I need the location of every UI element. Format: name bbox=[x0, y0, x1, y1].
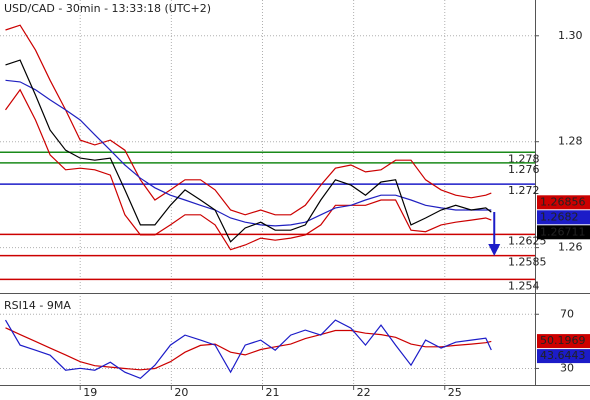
level-label: 1.276 bbox=[508, 163, 540, 176]
price-box bbox=[537, 210, 590, 225]
x-tick-label: 22 bbox=[357, 386, 371, 399]
price-box-label: 1.26856 bbox=[540, 195, 586, 208]
price-box-label: 43.6443 bbox=[540, 349, 586, 362]
series-line bbox=[5, 79, 492, 227]
series-line bbox=[4, 319, 492, 379]
level-label: 1.272 bbox=[508, 184, 540, 197]
y-tick-label: 70 bbox=[560, 307, 574, 320]
x-tick-label: 19 bbox=[83, 386, 97, 399]
chart-title: USD/CAD - 30min - 13:33:18 (UTC+2) bbox=[4, 2, 211, 15]
price-box-label: 50.1969 bbox=[540, 334, 586, 347]
level-label: 1.278 bbox=[508, 152, 540, 165]
series-line bbox=[5, 24, 492, 216]
level-label: 1.2625 bbox=[508, 234, 547, 247]
price-box-label: 1.2682 bbox=[540, 210, 579, 223]
x-tick-label: 21 bbox=[265, 386, 279, 399]
price-box bbox=[537, 334, 590, 349]
price-box bbox=[537, 225, 590, 240]
level-label: 1.2585 bbox=[508, 256, 547, 269]
x-tick-label: 25 bbox=[448, 386, 462, 399]
series-line bbox=[5, 88, 492, 251]
price-box-label: 1.26711 bbox=[540, 225, 586, 238]
y-tick-label: 1.30 bbox=[558, 29, 583, 42]
series-line bbox=[5, 327, 492, 371]
indicator-title: RSI14 - 9MA bbox=[4, 299, 71, 312]
level-label: 1.254 bbox=[508, 279, 540, 292]
price-box bbox=[537, 195, 590, 210]
price-box bbox=[537, 349, 590, 364]
x-tick-label: 20 bbox=[174, 386, 188, 399]
series-line bbox=[5, 59, 492, 243]
y-tick-label: 1.26 bbox=[558, 241, 583, 254]
forecast-arrowhead bbox=[488, 244, 501, 256]
y-tick-label: 30 bbox=[560, 361, 574, 374]
y-tick-label: 1.28 bbox=[558, 135, 583, 148]
